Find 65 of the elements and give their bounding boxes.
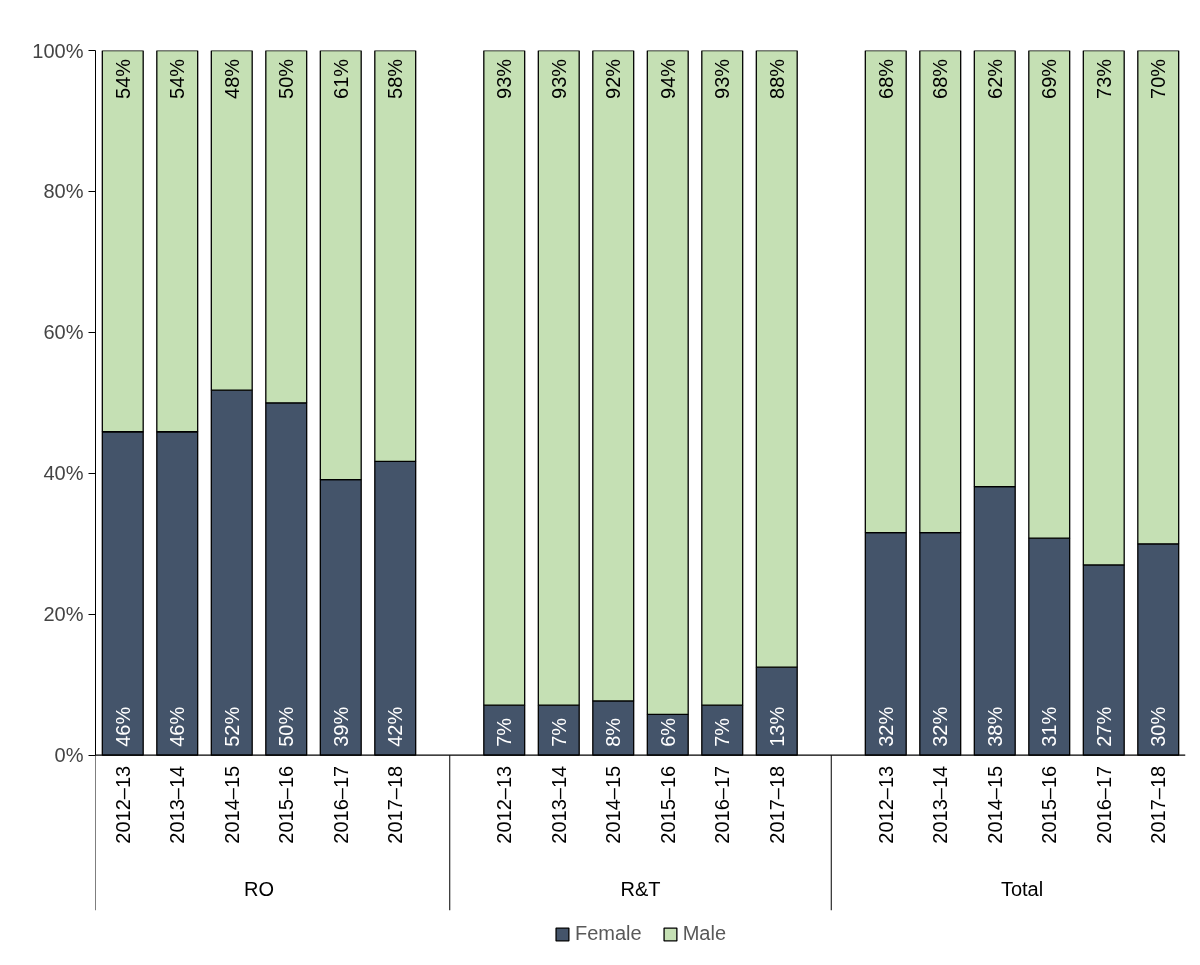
data-label: 50%	[275, 58, 298, 99]
data-label: 13%	[765, 706, 788, 747]
data-label: 54%	[166, 58, 189, 99]
x-tick-label: 2016–17	[329, 765, 352, 844]
data-label: 69%	[1038, 58, 1061, 99]
data-label: 42%	[384, 706, 407, 747]
data-label: 88%	[765, 58, 788, 99]
data-label: 46%	[166, 706, 189, 747]
x-tick-label: 2012–13	[111, 765, 134, 844]
data-label: 50%	[275, 706, 298, 747]
data-label: 94%	[656, 58, 679, 99]
data-label: 30%	[1147, 706, 1170, 747]
text: R&T	[620, 878, 661, 901]
legend-label: Male	[682, 922, 727, 945]
y-tick-label: 80%	[43, 180, 84, 203]
x-tick-label: 2016–17	[1092, 765, 1115, 844]
x-tick-label: 2017–18	[1147, 765, 1170, 844]
x-tick-label: 2017–18	[765, 765, 788, 844]
x-tick-label: 2012–13	[874, 765, 897, 844]
data-label: 68%	[874, 58, 897, 99]
data-label: 6%	[656, 717, 679, 747]
y-tick-label: 100%	[32, 39, 84, 62]
x-tick-label: 2017–18	[384, 765, 407, 844]
data-label: 62%	[983, 58, 1006, 99]
data-label: 7%	[493, 717, 516, 747]
x-tick-label: 2013–14	[929, 765, 952, 844]
y-tick-label: 40%	[43, 462, 84, 485]
x-tick-label: 2016–17	[711, 765, 734, 844]
y-tick-label: 20%	[43, 603, 84, 626]
y-tick-label: 0%	[54, 744, 84, 767]
data-label: 93%	[711, 58, 734, 99]
data-label: 73%	[1092, 58, 1115, 99]
data-label: 61%	[329, 58, 352, 99]
data-label: 70%	[1147, 58, 1170, 99]
data-label: 54%	[111, 58, 134, 99]
data-label: 7%	[711, 717, 734, 747]
data-label: 68%	[929, 58, 952, 99]
text: RO	[244, 878, 274, 901]
data-label: 27%	[1092, 706, 1115, 747]
data-label: 93%	[547, 58, 570, 99]
x-tick-label: 2014–15	[983, 765, 1006, 844]
data-label: 8%	[602, 717, 625, 747]
data-label: 31%	[1038, 706, 1061, 747]
data-label: 46%	[111, 706, 134, 747]
x-tick-label: 2013–14	[547, 765, 570, 844]
data-label: 38%	[983, 706, 1006, 747]
y-tick-label: 60%	[43, 321, 84, 344]
x-tick-label: 2014–15	[602, 765, 625, 844]
x-tick-label: 2015–16	[275, 765, 298, 844]
x-tick-label: 2012–13	[493, 765, 516, 844]
data-label: 32%	[929, 706, 952, 747]
data-label: 48%	[220, 58, 243, 99]
data-label: 58%	[384, 58, 407, 99]
data-label: 93%	[493, 58, 516, 99]
data-label: 32%	[874, 706, 897, 747]
x-tick-label: 2015–16	[1038, 765, 1061, 844]
text: Total	[1000, 878, 1044, 901]
data-label: 7%	[547, 717, 570, 747]
legend-label: Female	[574, 922, 642, 945]
data-label: 92%	[602, 58, 625, 99]
x-tick-label: 2013–14	[166, 765, 189, 844]
x-tick-label: 2014–15	[220, 765, 243, 844]
data-label: 52%	[220, 706, 243, 747]
x-tick-label: 2015–16	[656, 765, 679, 844]
data-label: 39%	[329, 706, 352, 747]
